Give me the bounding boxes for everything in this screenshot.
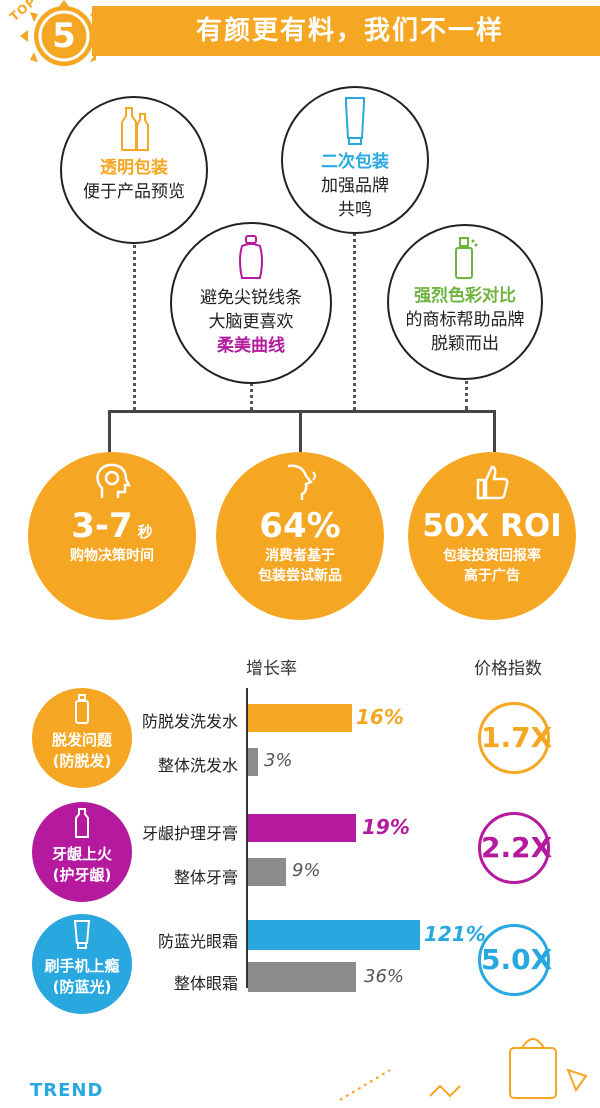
- stat-caption: 包装投资回报率: [443, 548, 541, 564]
- secondary-desc-1: 加强品牌: [321, 176, 389, 196]
- stat-caption: 购物决策时间: [70, 548, 154, 564]
- connector-drop: [299, 410, 302, 452]
- category-blue-light: 刷手机上瘾 (防蓝光): [32, 914, 132, 1014]
- cream-tube-icon: [73, 920, 91, 949]
- price-index-header: 价格指数: [474, 659, 542, 679]
- bar-value: 19%: [362, 815, 410, 839]
- bar-value: 16%: [356, 705, 404, 729]
- bar-label: 整体眼霜: [173, 974, 238, 993]
- stat-roi: 50X ROI 包装投资回报率 高于广告: [408, 452, 576, 620]
- transparent-title: 透明包装: [100, 158, 168, 178]
- bar-label: 牙龈护理牙膏: [141, 824, 238, 843]
- spray-bottle-icon: [455, 237, 478, 279]
- contrast-desc-2: 脱颖而出: [431, 334, 499, 354]
- category-gum-care: 牙龈上火 (护牙龈): [32, 802, 132, 902]
- secondary-title: 二次包装: [321, 152, 389, 172]
- contrast-desc-1: 的商标帮助品牌: [405, 310, 525, 330]
- bar-value: 3%: [264, 750, 293, 771]
- secondary-desc-2: 共鸣: [338, 200, 372, 220]
- thumbs-up-icon: [476, 465, 509, 500]
- category-name: 牙龈上火: [51, 845, 112, 863]
- category-name: 脱发问题: [51, 731, 112, 749]
- head-gear-icon: [96, 463, 132, 498]
- circle-soft-curves: 避免尖锐线条 大脑更喜欢 柔美曲线: [170, 222, 332, 384]
- curves-title: 柔美曲线: [217, 336, 285, 356]
- stat-decision-time: 3-7 秒 购物决策时间: [28, 452, 196, 620]
- stat-caption: 消费者基于: [265, 548, 335, 564]
- face-profile-icon: [287, 464, 316, 500]
- bar-overall-shampoo: [248, 748, 258, 776]
- tube-icon: [345, 97, 365, 145]
- stat-value: 64%: [259, 506, 341, 546]
- connector-drop: [493, 410, 496, 452]
- category-sub: (护牙龈): [52, 866, 112, 884]
- shampoo-bottle-icon: [75, 694, 89, 724]
- bar-label: 防蓝光眼霜: [157, 932, 238, 951]
- price-index: 5.0X: [478, 924, 552, 996]
- stat-consumer-share: 64% 消费者基于 包装尝试新品: [216, 452, 384, 620]
- bar-value: 36%: [364, 966, 405, 987]
- connector-line: [465, 362, 468, 410]
- bar-axis: [246, 688, 248, 988]
- bar-gum-toothpaste: [248, 814, 356, 842]
- connector-line: [133, 240, 136, 410]
- corner-trend-text: TREND: [30, 1080, 104, 1101]
- circle-color-contrast: 强烈色彩对比 的商标帮助品牌 脱颖而出: [387, 224, 543, 380]
- circle-transparent-packaging: 透明包装 便于产品预览: [60, 96, 208, 244]
- bar-value: 121%: [424, 922, 486, 946]
- connector-line: [353, 228, 356, 410]
- bar-bluelight-eyecream: [248, 920, 420, 950]
- bar-overall-eyecream: [248, 962, 356, 992]
- stat-value: 50X ROI: [422, 508, 562, 544]
- shopping-bag-icon: [339, 1038, 588, 1101]
- price-index: 2.2X: [478, 812, 552, 884]
- curves-desc-1: 避免尖锐线条: [200, 288, 302, 308]
- sun-badge-icon: [20, 0, 108, 66]
- contrast-title: 强烈色彩对比: [414, 286, 516, 306]
- connector-bar: [108, 410, 496, 413]
- category-hair-loss: 脱发问题 (防脱发): [32, 688, 132, 788]
- bar-overall-toothpaste: [248, 858, 286, 886]
- stat-caption: 高于广告: [464, 568, 520, 584]
- price-index: 1.7X: [478, 702, 552, 774]
- curved-bottle-icon: [239, 235, 263, 279]
- page-title: 有颜更有料，我们不一样: [195, 16, 504, 46]
- transparent-desc: 便于产品预览: [83, 182, 185, 202]
- stat-value: 3-7: [71, 506, 133, 546]
- connector-drop: [108, 410, 111, 452]
- section-number: 5: [52, 16, 76, 56]
- bar-label: 整体洗发水: [157, 756, 238, 775]
- category-sub: (防蓝光): [52, 978, 112, 996]
- bar-value: 9%: [292, 860, 321, 881]
- stat-unit: 秒: [137, 523, 153, 541]
- circle-secondary-packaging: 二次包装 加强品牌 共鸣: [281, 86, 429, 234]
- curves-desc-2: 大脑更喜欢: [208, 312, 294, 332]
- toothpaste-icon: [75, 808, 89, 838]
- bar-label: 防脱发洗发水: [141, 712, 238, 731]
- title-banner: [92, 6, 600, 56]
- bottles-icon: [121, 107, 149, 151]
- bar-hair-loss-shampoo: [248, 704, 352, 732]
- stat-caption: 包装尝试新品: [258, 568, 342, 584]
- category-sub: (防脱发): [52, 752, 112, 770]
- growth-rate-header: 增长率: [246, 659, 297, 679]
- bar-label: 整体牙膏: [173, 868, 238, 887]
- category-name: 刷手机上瘾: [44, 957, 120, 975]
